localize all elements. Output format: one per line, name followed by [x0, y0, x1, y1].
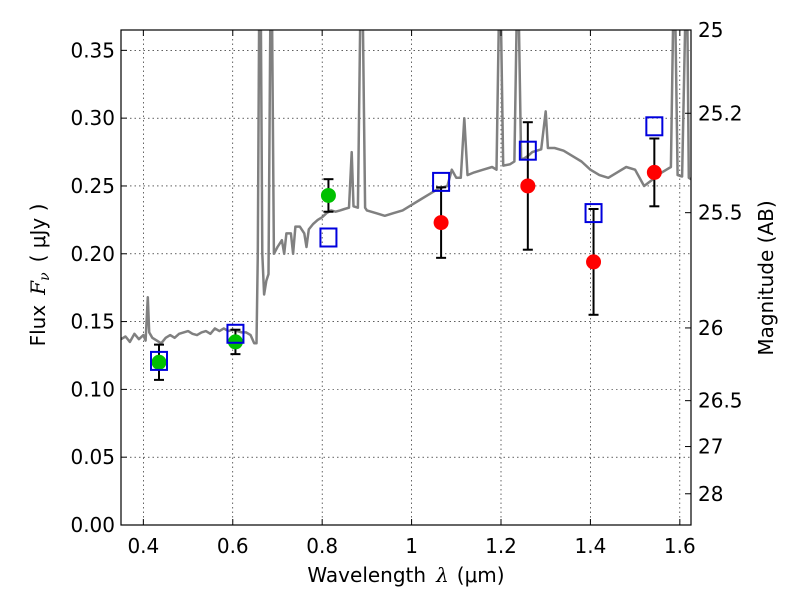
model-square	[319, 227, 338, 248]
y-tick-label: 0.35	[70, 38, 115, 62]
y2-axis-label: Magnitude (AB)	[754, 200, 778, 355]
x-tick-label: 0.4	[127, 534, 159, 558]
y2-tick-label: 26.5	[698, 389, 743, 413]
x-axis-label: Wavelength λ (μm)	[307, 563, 504, 587]
y-tick-label: 0.10	[70, 377, 115, 401]
x-tick-label: 1	[405, 534, 418, 558]
grid-layer	[121, 30, 691, 525]
model-square	[518, 140, 537, 161]
y2-tick-label: 28	[698, 482, 723, 506]
plot-frame	[120, 29, 692, 526]
y-tick-label: 0.30	[70, 106, 115, 130]
data-point	[586, 254, 602, 270]
points-layer	[150, 116, 664, 381]
x-tick-label: 0.6	[217, 534, 249, 558]
y-tick-label: 0.05	[70, 445, 115, 469]
y2-tick-label: 27	[698, 435, 723, 459]
x-tick-label: 0.8	[306, 534, 338, 558]
spectrum-line	[121, 30, 691, 345]
y2-tick-label: 26	[698, 316, 723, 340]
y-tick-label: 0.25	[70, 174, 115, 198]
x-tick-label: 1.4	[575, 534, 607, 558]
ticks-layer: 0.4 0.6 0.8 1 1.2 1.4 1.6 0.00 0.05 0.10 0.15 0.20 0…	[70, 18, 742, 558]
y-axis-label: FluxFν( μJy )	[26, 204, 53, 347]
model-square	[645, 116, 664, 137]
data-point	[151, 354, 167, 370]
model-square	[150, 350, 168, 371]
model-square	[432, 171, 451, 192]
y-tick-label: 0.00	[70, 513, 115, 537]
y-tick-label: 0.15	[70, 310, 115, 334]
data-point	[646, 164, 662, 180]
model-square	[226, 323, 245, 344]
spectrum-layer	[121, 30, 691, 345]
y2-tick-label: 25.2	[698, 101, 743, 125]
x-tick-label: 1.2	[485, 534, 517, 558]
y2-tick-label: 25.5	[698, 201, 743, 225]
y2-tick-label: 25	[698, 18, 723, 42]
data-point	[433, 215, 449, 231]
y-tick-label: 0.20	[70, 242, 115, 266]
data-point	[320, 187, 336, 203]
data-point	[520, 178, 536, 194]
x-tick-label: 1.6	[664, 534, 696, 558]
model-square	[584, 203, 603, 224]
